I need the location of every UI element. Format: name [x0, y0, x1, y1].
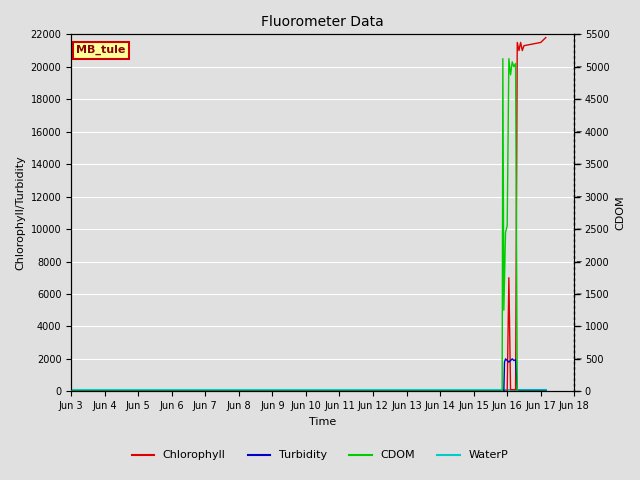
Y-axis label: Chlorophyll/Turbidity: Chlorophyll/Turbidity: [15, 156, 25, 270]
Title: Fluorometer Data: Fluorometer Data: [261, 15, 384, 29]
Text: MB_tule: MB_tule: [76, 45, 125, 55]
Y-axis label: CDOM: CDOM: [615, 195, 625, 230]
X-axis label: Time: Time: [309, 417, 337, 427]
Legend: Chlorophyll, Turbidity, CDOM, WaterP: Chlorophyll, Turbidity, CDOM, WaterP: [127, 446, 513, 465]
